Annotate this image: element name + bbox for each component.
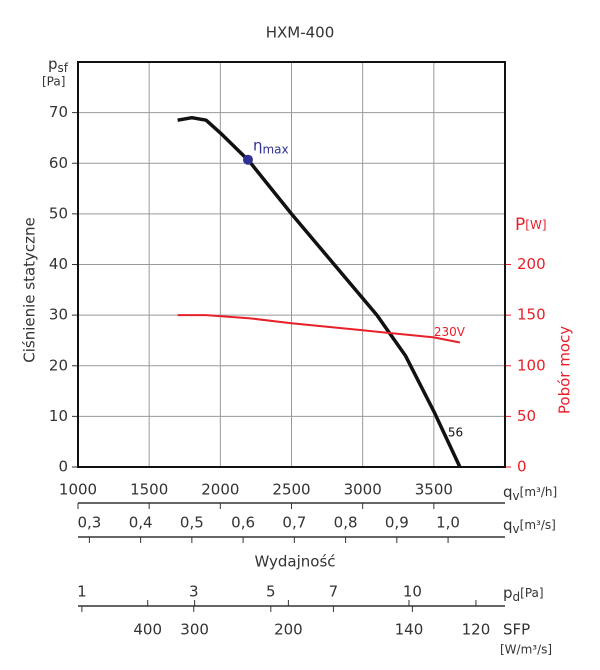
x-tick-label: 2500 [272,481,310,499]
x2-tick-label: 0,5 [180,514,204,532]
x-tick-label: 1500 [130,481,168,499]
x2-symbol: qv[m³/s] [503,516,556,536]
y2-tick-label: 200 [517,255,546,273]
y-label: Ciśnienie statyczne [21,217,39,363]
y-tick-label: 70 [49,103,68,121]
pd-tick-label: 3 [189,583,199,601]
y-tick-label: 20 [49,356,68,374]
x2-tick-label: 0,4 [129,514,153,532]
pd-tick-label: 5 [266,583,276,601]
sfp-tick-label: 200 [274,621,303,639]
eta-max-label: ηmax [253,136,289,156]
pd-tick-label: 1 [77,583,87,601]
x2-tick-label: 0,8 [334,514,358,532]
series-line [177,314,461,344]
sfp-symbol: SFP [503,621,530,639]
y-tick-label: 10 [49,407,68,425]
y2-tick-label: 0 [517,458,527,476]
y-tick-label: 0 [58,458,68,476]
sfp-tick-label: 400 [133,621,162,639]
x2-tick-label: 0,7 [282,514,306,532]
x-tick-label: 2000 [201,481,239,499]
series-label: 230V [434,325,466,339]
x2-tick-label: 0,3 [77,514,101,532]
plot-frame [77,61,506,468]
sfp-tick-label: 120 [462,621,491,639]
y-tick-label: 50 [49,204,68,222]
y-tick-label: 30 [49,306,68,324]
sfp-unit: [W/m³/s] [500,643,552,657]
series-label: 56 [448,426,463,440]
x-symbol: qv[m³/h] [503,483,557,503]
x-label: Wydajność [254,553,335,571]
sfp-tick-label: 140 [395,621,424,639]
chart-title: HXM-400 [266,24,335,42]
y2-tick-label: 100 [517,356,546,374]
x-tick-label: 3000 [344,481,382,499]
y2-tick-label: 50 [517,407,536,425]
pd-symbol: pd[Pa] [503,584,544,604]
series-line [177,115,462,468]
pd-tick-label: 10 [403,583,422,601]
x2-tick-label: 1,0 [436,514,460,532]
sfp-tick-label: 300 [180,621,209,639]
y-unit: [Pa] [42,75,65,89]
eta-max-point [242,154,253,165]
y2-tick-label: 150 [517,306,546,324]
y-symbol: psf [48,55,69,75]
pd-tick-label: 7 [329,583,339,601]
x2-tick-label: 0,6 [231,514,255,532]
y-tick-label: 60 [49,154,68,172]
y2-label: Pobór mocy [556,326,574,414]
x-tick-label: 1000 [59,481,97,499]
x2-tick-label: 0,9 [385,514,409,532]
x-tick-label: 3500 [415,481,453,499]
y-tick-label: 40 [49,255,68,273]
y2-symbol: P[W] [515,215,547,235]
